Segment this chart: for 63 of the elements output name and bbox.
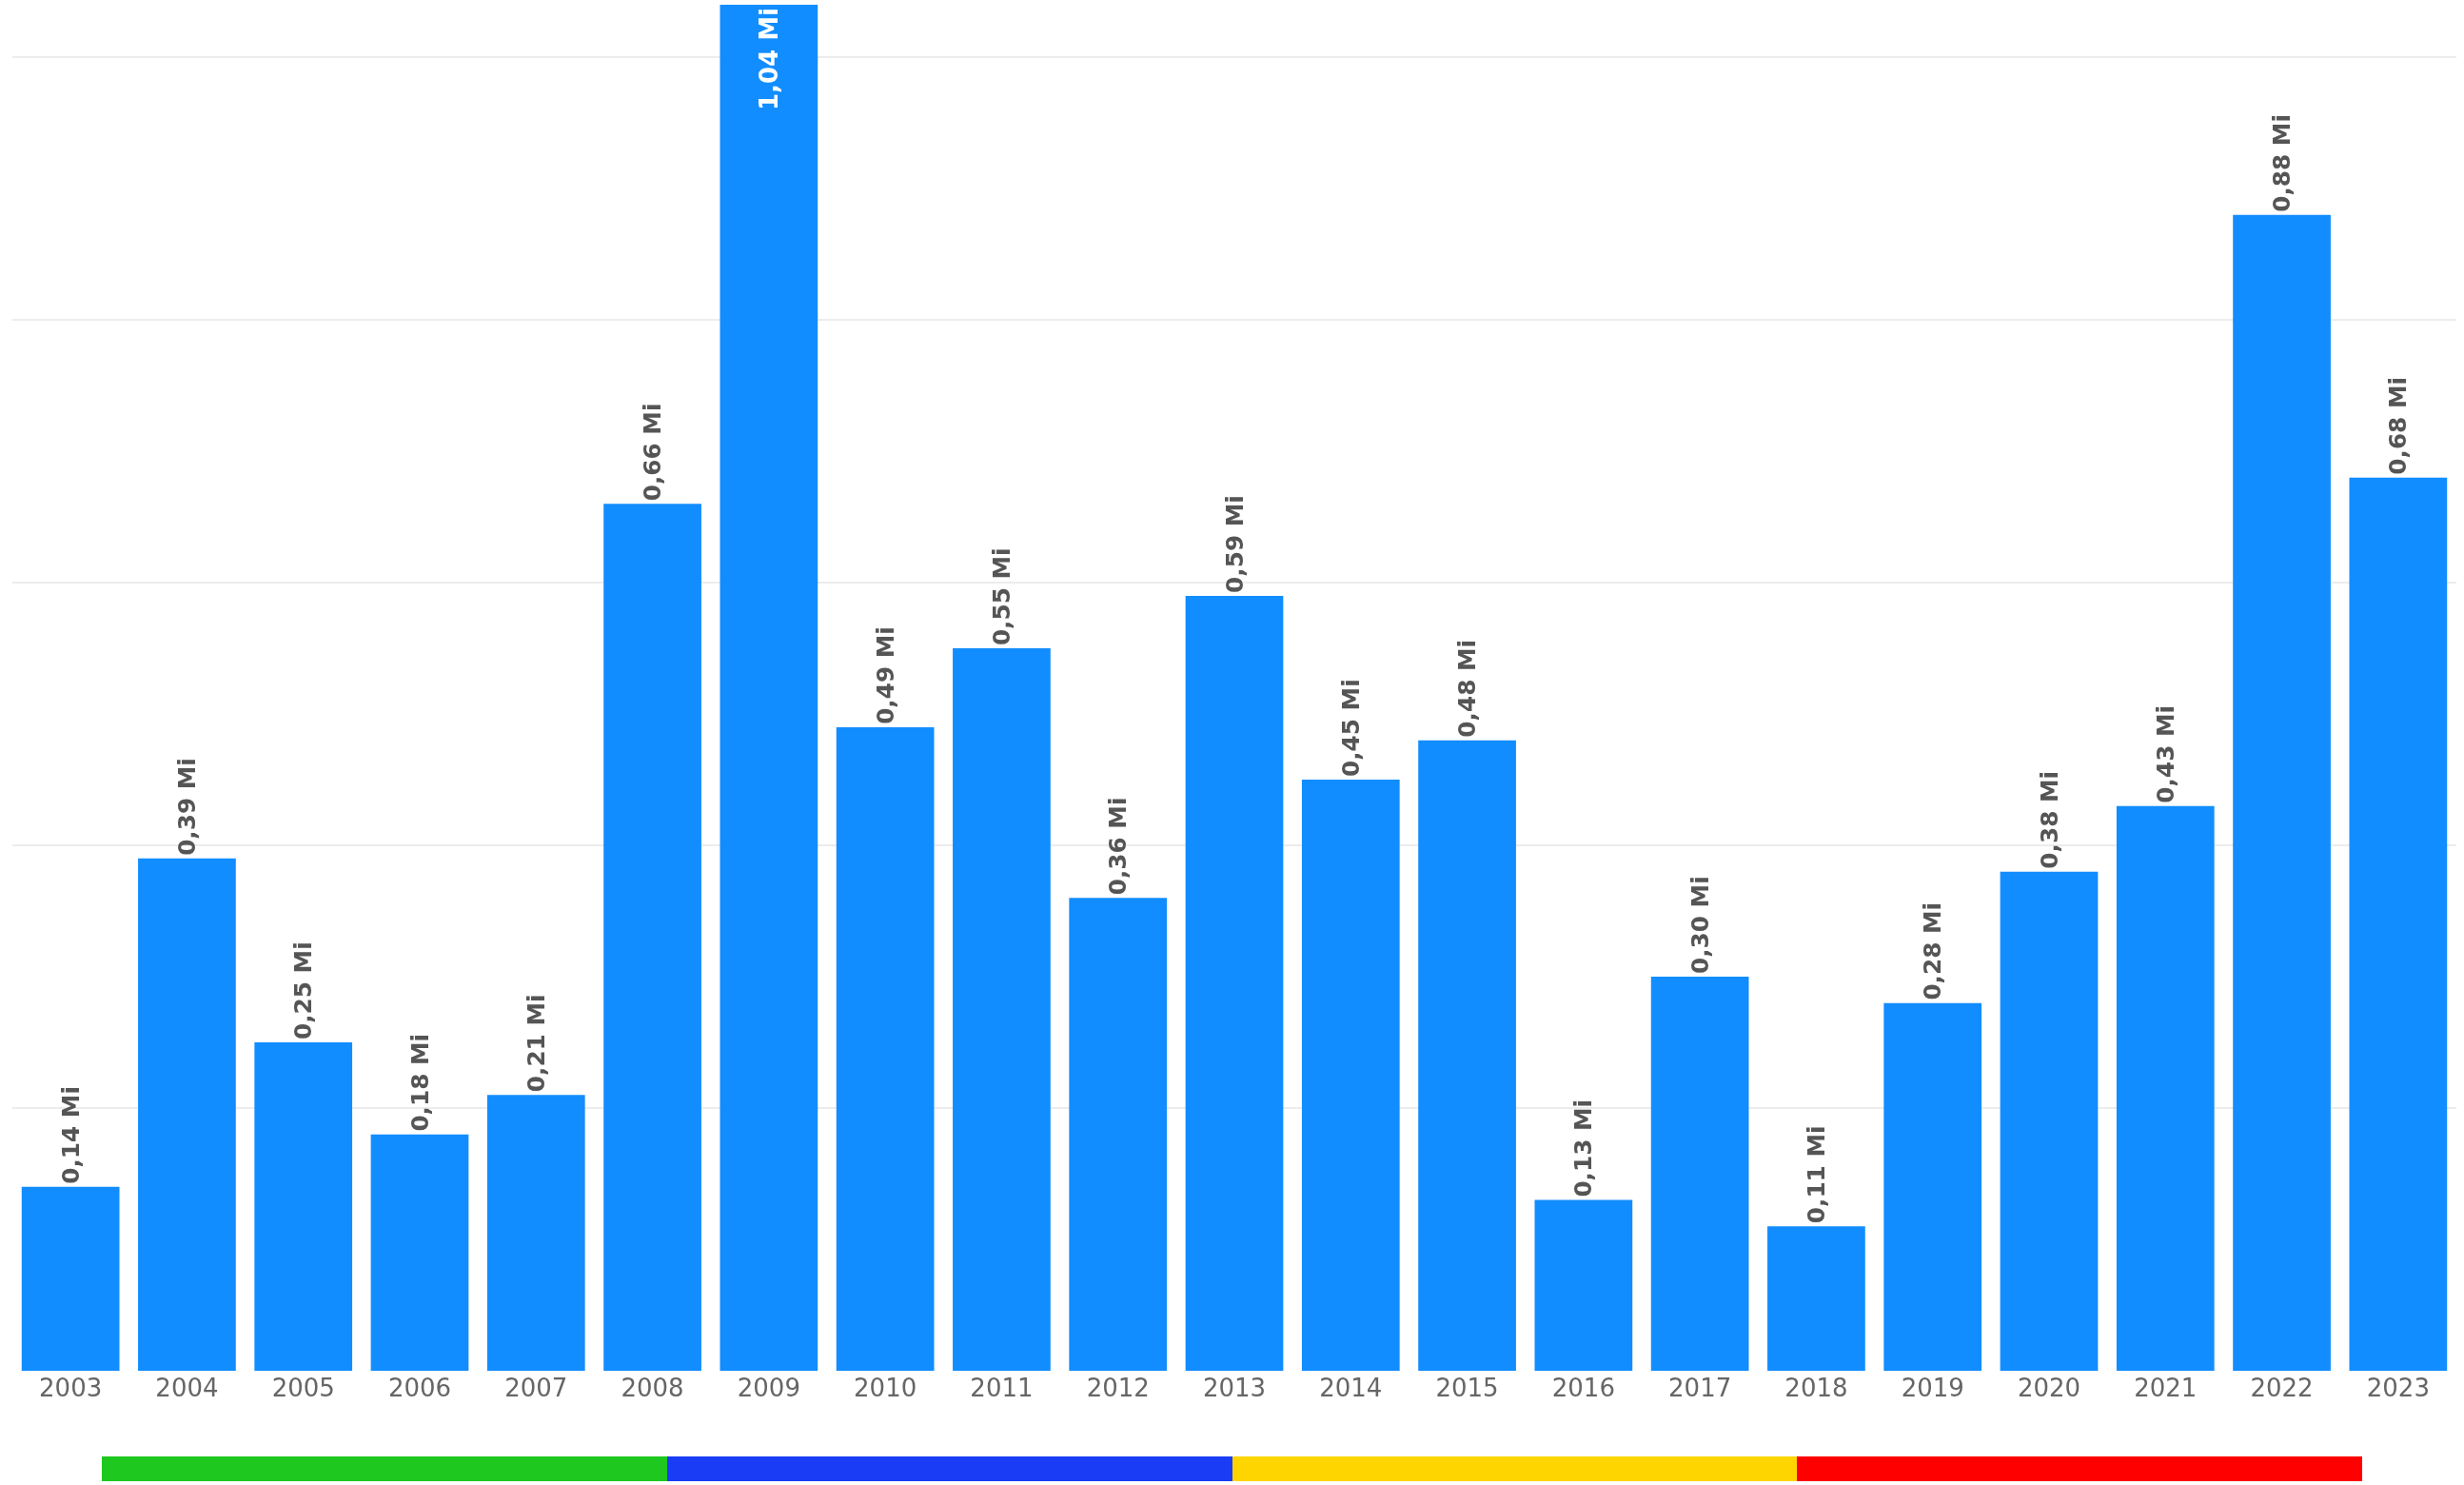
- bar: [486, 1095, 585, 1371]
- x-tick-label: 2013: [1202, 1374, 1267, 1402]
- data-label: 0,45 Mi: [1336, 679, 1365, 778]
- x-tick-label: 2018: [1784, 1374, 1848, 1402]
- x-tick-label: 2006: [387, 1374, 452, 1402]
- x-tick-label: 2011: [970, 1374, 1034, 1402]
- data-label: 0,30 Mi: [1685, 876, 1714, 975]
- x-tick-label: 2023: [2366, 1374, 2430, 1402]
- data-label: 0,48 Mi: [1453, 639, 1482, 738]
- x-tick-label: 2008: [621, 1374, 684, 1402]
- x-tick-label: 2009: [737, 1374, 800, 1402]
- data-label: 0,11 Mi: [1802, 1125, 1830, 1224]
- bar: [603, 504, 701, 1371]
- data-label: 1,04 Mi: [754, 8, 783, 110]
- x-tick-label: 2017: [1668, 1374, 1732, 1402]
- data-label: 0,13 Mi: [1569, 1099, 1598, 1198]
- bar: [836, 726, 935, 1371]
- data-label: 0,43 Mi: [2151, 704, 2179, 803]
- bar: [2233, 214, 2331, 1371]
- data-label: 0,59 Mi: [1220, 495, 1249, 593]
- x-tick-label: 2004: [155, 1374, 219, 1402]
- data-label: 0,28 Mi: [1919, 901, 1947, 1000]
- bar: [1650, 977, 1749, 1371]
- data-label: 0,49 Mi: [871, 626, 899, 724]
- bar: [370, 1134, 469, 1371]
- data-label: 0,36 Mi: [1104, 797, 1133, 896]
- x-tick-label: 2012: [1086, 1374, 1150, 1402]
- x-tick-label: 2003: [39, 1374, 103, 1402]
- data-label: 0,18 Mi: [405, 1033, 434, 1132]
- bar: [953, 648, 1051, 1371]
- bar: [1301, 780, 1400, 1371]
- x-tick-label: 2015: [1435, 1374, 1499, 1402]
- data-label: 0,55 Mi: [987, 547, 1015, 646]
- data-label: 0,38 Mi: [2035, 770, 2063, 869]
- bar: [1185, 595, 1284, 1371]
- data-label: 0,39 Mi: [172, 758, 201, 856]
- x-tick-label: 2007: [504, 1374, 568, 1402]
- x-tick-label: 2014: [1319, 1374, 1383, 1402]
- bar: [1883, 1002, 1982, 1371]
- bar: [138, 858, 236, 1371]
- bar: [2349, 477, 2448, 1371]
- x-tick-label: 2005: [271, 1374, 335, 1402]
- bar: [1534, 1199, 1633, 1371]
- bar: [1767, 1226, 1865, 1371]
- bar: [2000, 871, 2099, 1371]
- data-label: 0,68 Mi: [2384, 377, 2413, 475]
- data-label: 0,66 Mi: [639, 403, 667, 502]
- x-tick-label: 2016: [1551, 1374, 1615, 1402]
- bar: [1418, 740, 1516, 1371]
- x-tick-label: 2022: [2250, 1374, 2314, 1402]
- bar: [21, 1186, 120, 1371]
- bar: [1069, 898, 1168, 1371]
- bar: [254, 1042, 353, 1371]
- x-tick-label: 2020: [2017, 1374, 2081, 1402]
- bar: [2116, 805, 2215, 1371]
- data-label: 0,14 Mi: [56, 1086, 85, 1184]
- data-label: 0,88 Mi: [2268, 114, 2296, 212]
- x-tick-label: 2019: [1901, 1374, 1964, 1402]
- bar: [719, 5, 818, 1371]
- data-label: 0,25 Mi: [289, 941, 318, 1040]
- data-label: 0,21 Mi: [522, 994, 550, 1093]
- x-tick-label: 2010: [854, 1374, 917, 1402]
- x-tick-label: 2021: [2134, 1374, 2198, 1402]
